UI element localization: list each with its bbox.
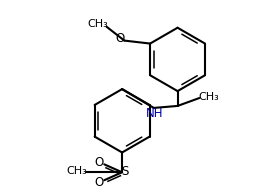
Text: O: O xyxy=(95,156,104,169)
Text: S: S xyxy=(121,165,129,178)
Text: CH₃: CH₃ xyxy=(199,92,220,102)
Text: O: O xyxy=(95,176,104,189)
Text: NH: NH xyxy=(146,107,164,120)
Text: CH₃: CH₃ xyxy=(66,166,87,176)
Text: O: O xyxy=(116,32,125,45)
Text: CH₃: CH₃ xyxy=(87,19,108,29)
